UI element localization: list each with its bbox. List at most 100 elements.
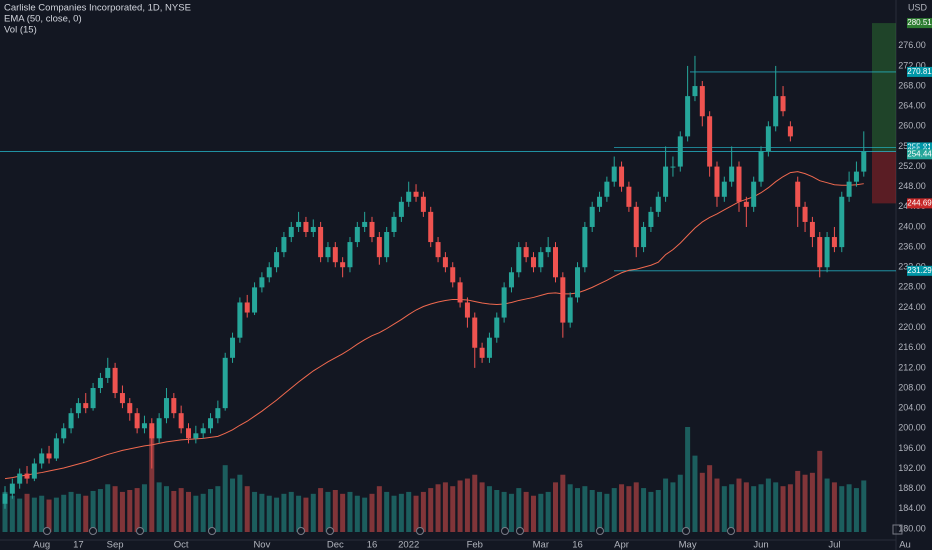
volume-bar [354, 495, 360, 532]
volume-bar [406, 491, 412, 532]
event-icon [297, 527, 305, 535]
candle-body [685, 96, 691, 137]
y-tick-label: 188.00 [898, 483, 926, 493]
candle-body [303, 221, 309, 233]
candle-body [178, 413, 184, 429]
candle-body [538, 252, 544, 268]
volume-bar [413, 495, 419, 532]
volume-bar [780, 486, 786, 532]
volume-bar [428, 488, 434, 532]
volume-bar [332, 490, 338, 532]
candle-body [494, 317, 500, 338]
event-icon [682, 527, 690, 535]
event-icons [43, 527, 735, 535]
candle-body [758, 151, 764, 182]
candle-body [435, 242, 441, 258]
candle-body [2, 493, 8, 504]
candle-body [780, 96, 786, 112]
event-icon [596, 527, 604, 535]
volume-bar [508, 493, 514, 532]
candle-body [611, 166, 617, 182]
volume-bar [266, 495, 272, 532]
candle-body [340, 262, 346, 268]
candle-body [464, 302, 470, 318]
volume-bar [186, 491, 191, 532]
candle-body [46, 453, 52, 459]
event-icon [326, 527, 334, 535]
volume-bar [523, 491, 529, 532]
candle-body [288, 226, 294, 238]
candle-body [839, 196, 845, 248]
candle-body [112, 367, 118, 394]
candle-body [648, 211, 654, 227]
volume-bar [274, 497, 280, 532]
volume-label: Vol (15) [4, 25, 37, 36]
candle-body [24, 473, 30, 479]
candle-body [802, 206, 808, 222]
volume-bar [310, 493, 316, 532]
volume-bar [494, 490, 500, 532]
x-tick-label: Au [899, 540, 911, 550]
settings-button[interactable] [892, 524, 903, 535]
volume-bar [831, 482, 837, 532]
volume-bar [24, 493, 30, 532]
x-tick-label: Aug [33, 540, 50, 550]
candle-body [90, 388, 96, 409]
volume-bar [134, 488, 140, 532]
event-icon [208, 527, 216, 535]
volume-bar [369, 493, 375, 532]
volume-bar [318, 488, 324, 532]
candle-body [208, 418, 214, 429]
event-icon [43, 527, 51, 535]
candle-body [442, 257, 448, 268]
candle-body [53, 438, 59, 459]
candle-body [406, 191, 412, 202]
candle-body [736, 166, 742, 202]
y-tick-label: 220.00 [898, 322, 926, 332]
candle-body [560, 277, 566, 323]
candle-body [31, 463, 37, 479]
volume-bar [589, 490, 595, 532]
y-tick-label: 228.00 [898, 282, 926, 292]
volume-bar [464, 478, 470, 532]
candle-body [589, 206, 595, 227]
volume-bar [61, 494, 67, 532]
y-tick-label: 264.00 [898, 101, 926, 111]
volume-bar [677, 474, 683, 532]
candle-body [252, 287, 258, 313]
candle-body [163, 398, 169, 419]
candle-body [193, 433, 199, 439]
y-tick-label: 260.00 [898, 121, 926, 131]
candle-body [516, 247, 522, 273]
y-tick-label: 196.00 [898, 443, 926, 453]
volume-bar [743, 482, 749, 532]
volume-bar [163, 486, 169, 532]
volume-bar [17, 498, 23, 532]
candle-body [134, 413, 140, 429]
candle-body [281, 237, 287, 253]
candle-body [259, 277, 265, 288]
price-marker [907, 149, 932, 160]
candle-body [553, 247, 558, 278]
volume-bar [545, 491, 551, 532]
stop-zone [872, 151, 896, 204]
candle-body [809, 221, 815, 238]
candle-body [186, 428, 191, 439]
volume-bar [809, 472, 815, 532]
volume-bar [846, 484, 852, 532]
volume-bar [296, 495, 302, 532]
candle-body [626, 186, 632, 207]
candle-body [655, 196, 661, 212]
volume-bar [853, 488, 859, 532]
price-marker [907, 198, 932, 209]
volume-bar [582, 486, 588, 532]
candle-body [530, 257, 536, 268]
volume-bar [597, 491, 603, 532]
volume-bar [31, 497, 37, 532]
target-zone [872, 23, 896, 152]
volume-bar [633, 482, 639, 532]
volume-bar [575, 488, 581, 532]
candle-body [362, 221, 368, 227]
candle-body [420, 196, 426, 212]
x-tick-label: Sep [107, 540, 124, 550]
